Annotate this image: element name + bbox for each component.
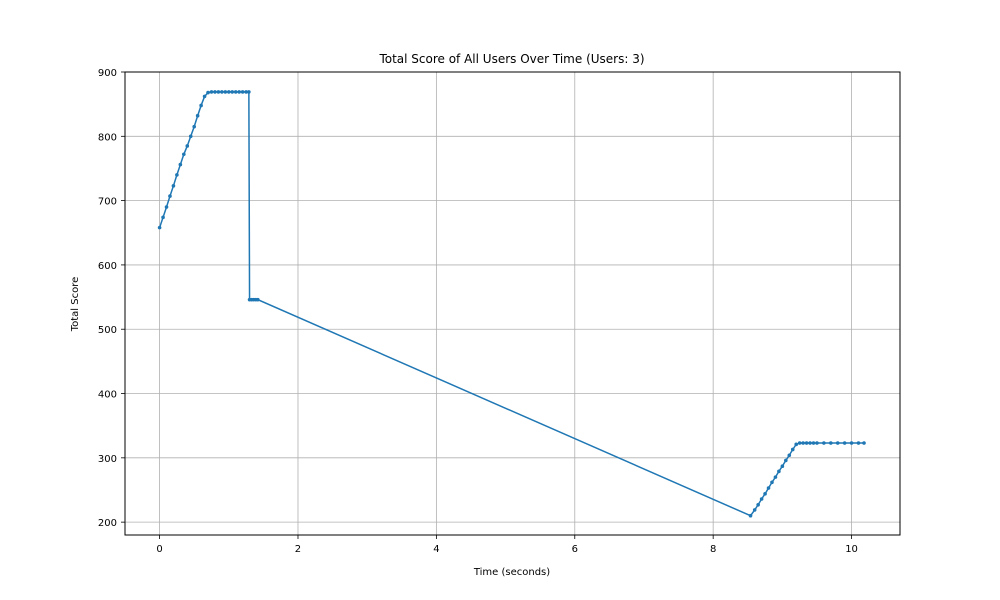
y-tick-label: 800 (98, 132, 117, 143)
data-point (822, 441, 826, 445)
data-point (192, 124, 196, 129)
data-point (759, 497, 764, 501)
plot-frame (124, 71, 901, 536)
data-point (185, 144, 190, 148)
data-point (849, 441, 854, 445)
data-point (811, 441, 816, 445)
data-point (240, 90, 245, 94)
x-tick-label: 4 (433, 544, 439, 555)
data-point (808, 441, 812, 445)
data-point (202, 94, 207, 99)
data-point (168, 194, 172, 198)
y-tick-label: 700 (98, 197, 117, 208)
x-axis-label: Time (seconds) (473, 567, 550, 578)
data-point (178, 162, 183, 167)
data-point (756, 502, 760, 507)
data-series (157, 90, 866, 518)
y-tick-label: 400 (98, 390, 117, 401)
y-tick-label: 300 (98, 454, 117, 465)
data-point (790, 447, 795, 452)
data-point (233, 90, 238, 94)
data-point (157, 225, 162, 230)
data-point (829, 441, 833, 445)
data-point (748, 513, 753, 518)
data-point (766, 486, 771, 490)
data-point (206, 90, 210, 95)
data-point (815, 441, 819, 445)
data-point (220, 90, 224, 94)
x-tick-label: 6 (572, 544, 578, 555)
data-point (787, 453, 792, 458)
data-point (226, 90, 231, 94)
x-tick-label: 8 (710, 544, 716, 555)
data-point (175, 173, 179, 177)
data-point (161, 215, 165, 220)
data-point (797, 441, 802, 445)
data-point (213, 90, 217, 94)
x-tick-label: 0 (156, 544, 162, 555)
data-point (835, 441, 840, 445)
x-tick-label: 10 (845, 544, 858, 555)
data-point (209, 90, 214, 94)
x-tick-label: 2 (295, 544, 301, 555)
data-point (188, 134, 193, 139)
data-point (804, 441, 809, 445)
data-point (777, 469, 781, 474)
data-point (199, 103, 203, 108)
chart-title: Total Score of All Users Over Time (User… (378, 52, 644, 66)
data-point (784, 458, 788, 463)
data-point (256, 297, 260, 302)
data-point (182, 152, 186, 157)
data-point (244, 90, 248, 94)
data-point (773, 475, 778, 479)
data-point (856, 441, 861, 445)
data-point (862, 441, 866, 445)
data-point (763, 492, 767, 496)
data-point (842, 441, 847, 445)
data-point (752, 508, 757, 512)
data-point (780, 464, 785, 468)
data-point (195, 113, 200, 118)
data-point (237, 90, 241, 94)
y-tick-label: 900 (98, 68, 117, 79)
data-point (171, 184, 176, 188)
y-tick-label: 600 (98, 261, 117, 272)
data-point (216, 90, 221, 94)
data-point (801, 441, 805, 445)
axis-ticks: 0 2 4 6 8 10 200 300 400 500 600 700 800 900 (98, 68, 858, 555)
data-point (794, 442, 799, 447)
y-axis-label: Total Score (70, 277, 81, 333)
data-point (770, 480, 774, 485)
data-point (164, 205, 169, 209)
data-point (223, 90, 228, 94)
y-tick-label: 500 (98, 325, 117, 336)
y-tick-label: 200 (98, 518, 117, 529)
data-point (247, 90, 251, 94)
data-point (230, 90, 235, 94)
